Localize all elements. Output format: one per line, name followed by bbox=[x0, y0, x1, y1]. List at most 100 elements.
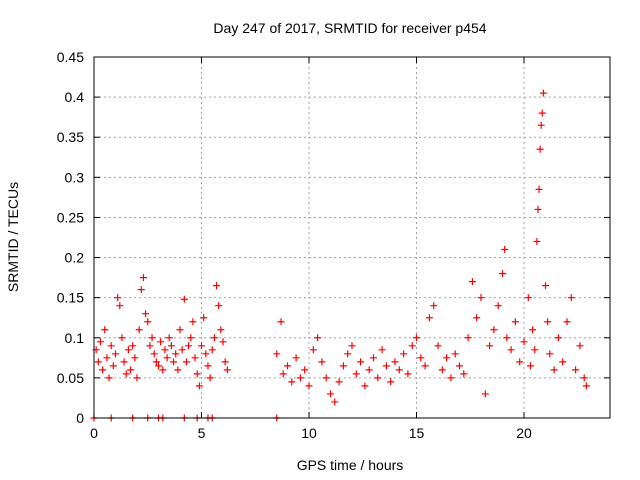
data-point bbox=[430, 302, 438, 310]
data-point bbox=[96, 338, 104, 346]
x-tick-label: 10 bbox=[301, 425, 317, 441]
data-point bbox=[148, 334, 156, 342]
data-point bbox=[443, 354, 451, 362]
y-tick-label: 0.3 bbox=[65, 169, 85, 185]
data-point bbox=[344, 350, 352, 358]
data-point bbox=[204, 362, 212, 370]
data-point bbox=[357, 358, 365, 366]
data-point bbox=[339, 362, 347, 370]
data-point bbox=[546, 350, 554, 358]
data-point bbox=[309, 346, 317, 354]
x-tick-label: 0 bbox=[90, 425, 98, 441]
data-point bbox=[582, 382, 590, 390]
data-point bbox=[468, 278, 476, 286]
data-point bbox=[131, 354, 139, 362]
data-point bbox=[567, 294, 575, 302]
data-point bbox=[539, 89, 547, 97]
data-point bbox=[554, 334, 562, 342]
data-point bbox=[501, 246, 509, 254]
data-point bbox=[473, 314, 481, 322]
data-point bbox=[520, 338, 528, 346]
x-tick-label: 15 bbox=[409, 425, 425, 441]
data-point bbox=[105, 374, 113, 382]
data-point bbox=[456, 362, 463, 370]
y-tick-label: 0 bbox=[76, 410, 84, 426]
data-point bbox=[142, 310, 150, 318]
y-tick-label: 0.1 bbox=[65, 330, 85, 346]
data-point bbox=[559, 358, 567, 366]
data-point bbox=[129, 342, 137, 350]
data-point bbox=[127, 366, 135, 374]
x-tick-labels: 0 5 10 15 20 bbox=[90, 425, 532, 441]
data-point bbox=[494, 302, 502, 310]
data-point bbox=[536, 145, 544, 153]
data-point bbox=[499, 270, 506, 278]
data-point bbox=[378, 346, 386, 354]
data-point bbox=[451, 350, 459, 358]
data-point bbox=[103, 354, 111, 362]
data-point bbox=[327, 390, 334, 398]
data-point bbox=[279, 370, 287, 378]
data-point bbox=[516, 358, 524, 366]
data-point bbox=[172, 350, 180, 358]
data-point bbox=[348, 342, 356, 350]
data-point bbox=[219, 338, 227, 346]
data-point bbox=[120, 358, 128, 366]
data-point bbox=[535, 185, 543, 193]
y-tick-label: 0.4 bbox=[65, 89, 85, 105]
data-point bbox=[135, 326, 143, 334]
data-point bbox=[157, 338, 165, 346]
data-point bbox=[284, 362, 291, 370]
data-point bbox=[217, 326, 225, 334]
data-point bbox=[109, 362, 117, 370]
data-point bbox=[202, 350, 210, 358]
data-point bbox=[352, 370, 360, 378]
data-point bbox=[146, 342, 154, 350]
data-point bbox=[400, 350, 408, 358]
data-point bbox=[176, 326, 184, 334]
data-point bbox=[174, 366, 182, 374]
data-point bbox=[161, 346, 169, 354]
data-point bbox=[124, 346, 132, 354]
data-point bbox=[182, 358, 190, 366]
data-point bbox=[314, 334, 322, 342]
data-point bbox=[208, 346, 216, 354]
data-point bbox=[206, 374, 214, 382]
data-point bbox=[447, 374, 455, 382]
data-point bbox=[144, 318, 152, 326]
data-point bbox=[292, 354, 300, 362]
data-point bbox=[185, 342, 193, 350]
data-point bbox=[408, 342, 416, 350]
y-tick-label: 0.2 bbox=[65, 250, 85, 266]
data-point bbox=[507, 346, 515, 354]
data-point bbox=[187, 334, 195, 342]
data-point bbox=[477, 294, 485, 302]
data-point bbox=[331, 398, 339, 406]
data-points bbox=[90, 89, 590, 422]
data-point bbox=[529, 326, 537, 334]
data-point bbox=[288, 378, 296, 386]
data-point bbox=[563, 318, 571, 326]
y-tick-labels: 0 0.05 0.1 0.15 0.2 0.25 0.3 0.35 0.4 0.45 bbox=[57, 49, 84, 426]
data-point bbox=[116, 302, 124, 310]
data-point bbox=[215, 302, 223, 310]
data-point bbox=[460, 370, 468, 378]
data-point bbox=[534, 205, 542, 213]
data-point bbox=[391, 358, 399, 366]
data-point bbox=[114, 294, 122, 302]
x-tick-label: 20 bbox=[516, 425, 532, 441]
data-point bbox=[305, 382, 313, 390]
data-point bbox=[387, 378, 395, 386]
data-point bbox=[550, 366, 558, 374]
data-point bbox=[538, 109, 546, 117]
data-point bbox=[200, 314, 208, 322]
data-point bbox=[464, 334, 472, 342]
data-point bbox=[382, 362, 390, 370]
data-point bbox=[137, 286, 145, 294]
data-point bbox=[533, 238, 541, 246]
data-point bbox=[112, 350, 119, 358]
data-point bbox=[139, 274, 147, 282]
data-point bbox=[273, 350, 281, 358]
data-point bbox=[335, 378, 343, 386]
